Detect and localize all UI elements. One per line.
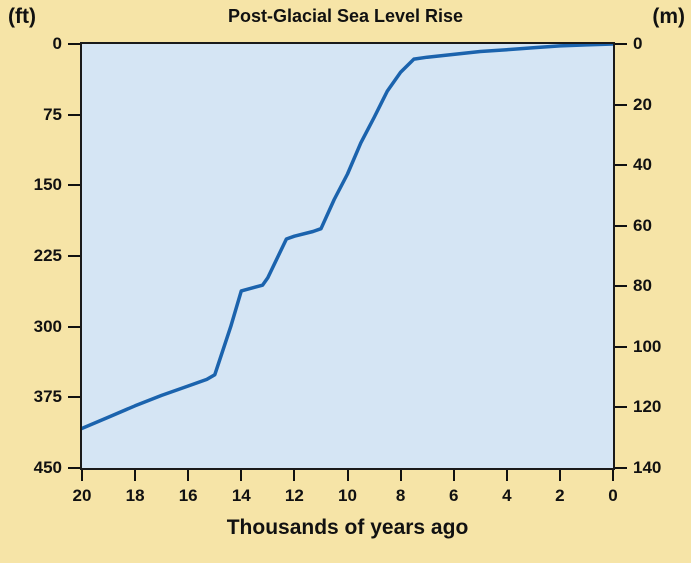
x-tick-label: 2 bbox=[555, 486, 565, 505]
right-tick-label: 60 bbox=[633, 215, 652, 235]
x-axis-title: Thousands of years ago bbox=[226, 516, 469, 539]
right-tick-mark bbox=[615, 345, 627, 348]
x-tick-mark bbox=[399, 470, 402, 481]
x-tick-mark bbox=[612, 470, 614, 481]
right-tick-mark bbox=[615, 467, 627, 469]
left-tick-label: 300 bbox=[33, 316, 62, 336]
x-tick-mark bbox=[346, 470, 349, 481]
right-tick-mark bbox=[615, 164, 627, 167]
x-tick-label: 8 bbox=[395, 486, 406, 505]
chart-title: Post-Glacial Sea Level Rise bbox=[227, 6, 464, 26]
left-tick-mark bbox=[68, 255, 80, 257]
right-tick-mark bbox=[615, 43, 627, 45]
left-tick-mark bbox=[68, 325, 80, 328]
right-tick-label: 100 bbox=[633, 336, 662, 356]
left-tick-mark bbox=[68, 113, 80, 116]
x-tick-label: 16 bbox=[178, 486, 198, 505]
x-tick-mark bbox=[134, 470, 137, 481]
left-tick-mark bbox=[68, 184, 80, 187]
right-tick-label: 80 bbox=[633, 276, 652, 296]
sea-level-line-chart bbox=[82, 44, 613, 431]
right-tick-mark bbox=[615, 406, 627, 409]
x-tick-mark bbox=[558, 470, 561, 481]
left-tick-mark bbox=[68, 467, 80, 469]
x-tick-mark bbox=[240, 470, 243, 481]
left-tick-mark bbox=[68, 43, 80, 45]
x-tick-mark bbox=[293, 470, 296, 481]
left-tick-label: 150 bbox=[33, 175, 62, 195]
x-tick-label: 12 bbox=[284, 486, 304, 505]
x-tick-label: 14 bbox=[231, 486, 251, 505]
left-tick-label: 75 bbox=[43, 104, 62, 124]
right-tick-label: 120 bbox=[633, 397, 662, 417]
right-tick-label: 20 bbox=[633, 94, 652, 114]
x-tick-label: 0 bbox=[608, 486, 618, 505]
sea-level-series-line bbox=[82, 44, 613, 431]
right-tick-mark bbox=[615, 285, 627, 288]
x-tick-label: 10 bbox=[338, 486, 357, 505]
right-tick-label: 0 bbox=[633, 34, 643, 53]
right-tick-mark bbox=[615, 103, 627, 106]
x-tick-mark bbox=[187, 470, 190, 481]
x-tick-label: 18 bbox=[125, 486, 145, 505]
right-tick-label: 40 bbox=[633, 155, 652, 175]
left-tick-label: 225 bbox=[33, 246, 62, 265]
x-tick-label: 6 bbox=[448, 486, 459, 505]
right-axis-unit-label: (m) bbox=[652, 5, 685, 28]
plot-area bbox=[80, 42, 615, 470]
left-tick-label: 450 bbox=[33, 458, 62, 477]
left-tick-label: 375 bbox=[33, 387, 62, 407]
right-tick-mark bbox=[615, 224, 627, 227]
left-tick-label: 0 bbox=[52, 34, 62, 53]
x-tick-mark bbox=[81, 470, 83, 481]
x-tick-mark bbox=[505, 470, 508, 481]
x-tick-mark bbox=[452, 470, 455, 481]
x-tick-label: 4 bbox=[502, 486, 512, 505]
x-tick-label: 20 bbox=[72, 486, 92, 505]
right-tick-label: 140 bbox=[633, 458, 662, 477]
left-axis-unit-label: (ft) bbox=[8, 5, 36, 28]
left-tick-mark bbox=[68, 396, 80, 399]
